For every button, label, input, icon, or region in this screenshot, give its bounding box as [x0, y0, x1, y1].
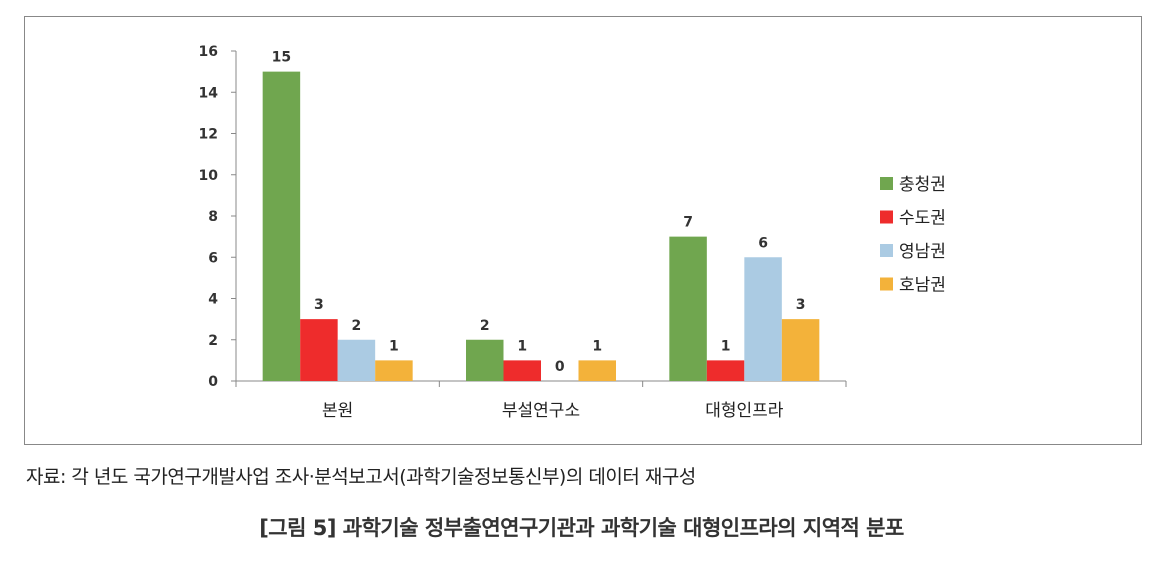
y-tick-label: 4 [208, 292, 218, 308]
bar [375, 360, 413, 381]
data-label: 1 [721, 338, 731, 354]
y-tick-label: 16 [199, 44, 218, 60]
y-tick-label: 6 [208, 250, 218, 266]
chart-frame [24, 16, 1142, 445]
bar [706, 360, 745, 381]
data-label: 2 [480, 318, 490, 334]
category-label: 부설연구소 [502, 401, 580, 421]
bar [503, 360, 541, 381]
bar [337, 339, 376, 381]
legend-swatch [880, 244, 893, 257]
data-label: 3 [796, 297, 806, 313]
figure-caption: [그림 5] 과학기술 정부출연연구기관과 과학기술 대형인프라의 지역적 분포 [259, 516, 904, 540]
bar [300, 319, 338, 381]
legend-label: 충청권 [899, 175, 946, 195]
data-label: 1 [592, 338, 602, 354]
data-label: 1 [517, 338, 527, 354]
legend-swatch [880, 210, 893, 224]
y-tick-label: 10 [199, 168, 219, 184]
category-label: 대형인프라 [705, 401, 784, 421]
data-label: 1 [389, 338, 399, 354]
y-tick-label: 8 [208, 209, 218, 225]
legend-swatch [880, 177, 893, 190]
legend-label: 영남권 [899, 242, 946, 262]
bar [466, 339, 504, 381]
bar [781, 319, 820, 381]
legend-label: 호남권 [899, 276, 946, 296]
legend-swatch [880, 277, 893, 291]
data-label: 0 [555, 359, 565, 375]
y-tick-label: 12 [199, 127, 218, 143]
bar [578, 360, 616, 381]
y-tick-label: 14 [199, 85, 219, 101]
data-label: 3 [314, 297, 324, 313]
source-note: 자료: 각 년도 국가연구개발사업 조사·분석보고서(과학기술정보통신부)의 데… [26, 466, 696, 488]
legend-label: 수도권 [899, 209, 946, 229]
y-tick-label: 0 [208, 374, 218, 390]
data-label: 2 [352, 318, 362, 334]
data-label: 15 [272, 50, 291, 66]
bar [744, 257, 782, 381]
category-label: 본원 [322, 401, 353, 421]
data-label: 7 [683, 215, 693, 231]
data-label: 6 [758, 235, 768, 251]
y-tick-label: 2 [208, 333, 218, 349]
bar [669, 236, 707, 381]
bar [262, 71, 301, 381]
